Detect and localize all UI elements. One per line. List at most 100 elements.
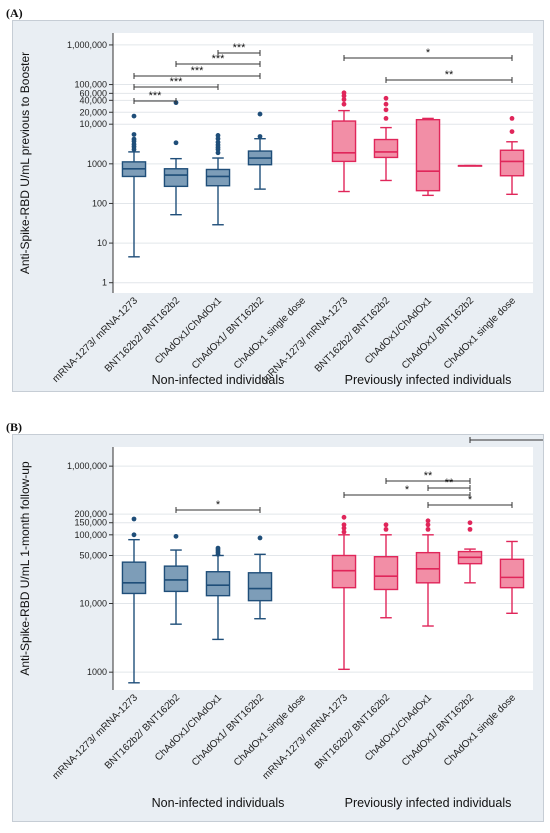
box-iqr <box>163 565 189 593</box>
chart-a: 1 10 100 1000 10,000 20,000 40,00060,000100,00… <box>18 33 533 387</box>
x-tick-label: mRNA-1273/ mRNA-1273 <box>261 692 351 782</box>
y-tick-label: 100 <box>92 198 107 208</box>
y-tick-label: 1,000,000 <box>67 40 107 50</box>
x-tick-label: ChAdOx1/ BNT162b2 <box>190 295 266 371</box>
outlier-point <box>425 526 431 532</box>
box-infected-0 <box>331 514 357 671</box>
x-tick-label: ChAdOx1 single dose <box>442 295 518 371</box>
outlier-point <box>383 526 389 532</box>
y-tick-label: 150,000 <box>74 518 107 528</box>
y-tick-label: 50,000 <box>79 550 107 560</box>
panel-a: 1 10 100 1000 10,000 20,000 40,000 60,000 100,00… <box>12 20 544 392</box>
outlier-point <box>131 132 137 137</box>
outlier-point <box>131 516 137 522</box>
x-tick-label: mRNA-1273/ mRNA-1273 <box>51 692 141 782</box>
outlier-point <box>383 522 389 528</box>
outlier-point <box>131 136 137 142</box>
outlier-point <box>383 107 389 113</box>
significance-label: * <box>216 499 221 511</box>
group-label: Previously infected individuals <box>345 796 512 810</box>
outlier-point <box>467 526 473 532</box>
panel-label-a: (A) <box>6 6 23 20</box>
group-label: Non-infected individuals <box>152 373 285 387</box>
x-tick-label: BNT162b2/ BNT162b2 <box>103 295 183 375</box>
outlier-point <box>341 101 347 107</box>
significance-label: * <box>426 47 431 59</box>
y-tick-label: 10,000 <box>79 119 107 129</box>
box-iqr <box>499 149 525 177</box>
group-label: Non-infected individuals <box>152 796 285 810</box>
outlier-point <box>341 97 347 102</box>
y-tick-label: 1000 <box>87 667 107 677</box>
outlier-point <box>257 134 263 139</box>
box-iqr <box>121 561 147 595</box>
box-infected-0 <box>331 90 357 193</box>
box-noninfected-3 <box>247 535 273 620</box>
box-iqr <box>205 571 231 597</box>
significance-label: *** <box>149 90 163 102</box>
box-noninfected-0 <box>121 516 147 684</box>
box-iqr <box>331 554 357 589</box>
box-iqr <box>247 572 273 602</box>
box-noninfected-0 <box>121 113 147 258</box>
y-tick-label: 10 <box>97 238 107 248</box>
outlier-point <box>215 545 221 551</box>
x-tick-label: ChAdOx1 single dose <box>442 692 518 768</box>
box-infected-4 <box>499 540 525 614</box>
box-iqr <box>205 168 231 187</box>
outlier-point <box>341 514 347 520</box>
outlier-point <box>341 522 347 528</box>
significance-label: *** <box>191 65 205 77</box>
box-noninfected-1 <box>163 100 189 216</box>
significance-label: *** <box>170 76 184 88</box>
x-tick-label: BNT162b2/ BNT162b2 <box>103 692 183 772</box>
y-tick-label: 1,000,000 <box>67 461 107 471</box>
outlier-point <box>341 90 347 96</box>
outlier-point <box>509 115 515 121</box>
box-noninfected-3 <box>247 111 273 190</box>
outlier-point <box>341 529 347 535</box>
significance-label: * <box>405 484 410 496</box>
x-tick-label: ChAdOx1 single dose <box>232 295 308 371</box>
box-noninfected-2 <box>205 133 231 226</box>
box-iqr <box>373 556 399 591</box>
x-tick-label: ChAdOx1/ BNT162b2 <box>190 692 266 768</box>
outlier-point <box>383 95 389 101</box>
significance-label: ** <box>508 435 517 441</box>
x-tick-label: ChAdOx1/ BNT162b2 <box>400 295 476 371</box>
significance-label: ** <box>424 470 433 482</box>
panel-label-b: (B) <box>6 420 22 434</box>
x-tick-label: BNT162b2/ BNT162b2 <box>313 295 393 375</box>
x-tick-label: ChAdOx1 single dose <box>232 692 308 768</box>
y-tick-label: 100,000 <box>74 80 107 90</box>
outlier-point <box>383 101 389 107</box>
significance-label: ** <box>445 69 454 81</box>
y-tick-label: 40,000 <box>79 95 107 105</box>
outlier-point <box>509 129 515 135</box>
outlier-point <box>131 113 137 119</box>
box-noninfected-2 <box>205 545 231 641</box>
y-tick-label: 1 <box>102 278 107 288</box>
box-iqr <box>499 558 525 589</box>
significance-label: ** <box>445 477 454 489</box>
box-noninfected-1 <box>163 533 189 625</box>
x-tick-label: mRNA-1273/ mRNA-1273 <box>51 295 141 385</box>
box-iqr <box>163 168 189 188</box>
x-tick-label: BNT162b2/ BNT162b2 <box>313 692 393 772</box>
group-label: Previously infected individuals <box>345 373 512 387</box>
outlier-point <box>425 522 431 528</box>
y-tick-label: 1000 <box>87 159 107 169</box>
y-tick-label: 60,000 <box>79 88 107 98</box>
significance-label: *** <box>233 42 247 54</box>
outlier-point <box>173 533 179 539</box>
box-infected-3 <box>457 520 483 584</box>
outlier-point <box>215 150 221 156</box>
outlier-point <box>467 520 473 526</box>
outlier-point <box>383 115 389 121</box>
box-infected-2 <box>415 117 441 197</box>
box-infected-3 <box>457 164 483 167</box>
outlier-point <box>341 525 347 531</box>
outlier-point <box>131 532 137 538</box>
y-tick-label: 10,000 <box>79 598 107 608</box>
